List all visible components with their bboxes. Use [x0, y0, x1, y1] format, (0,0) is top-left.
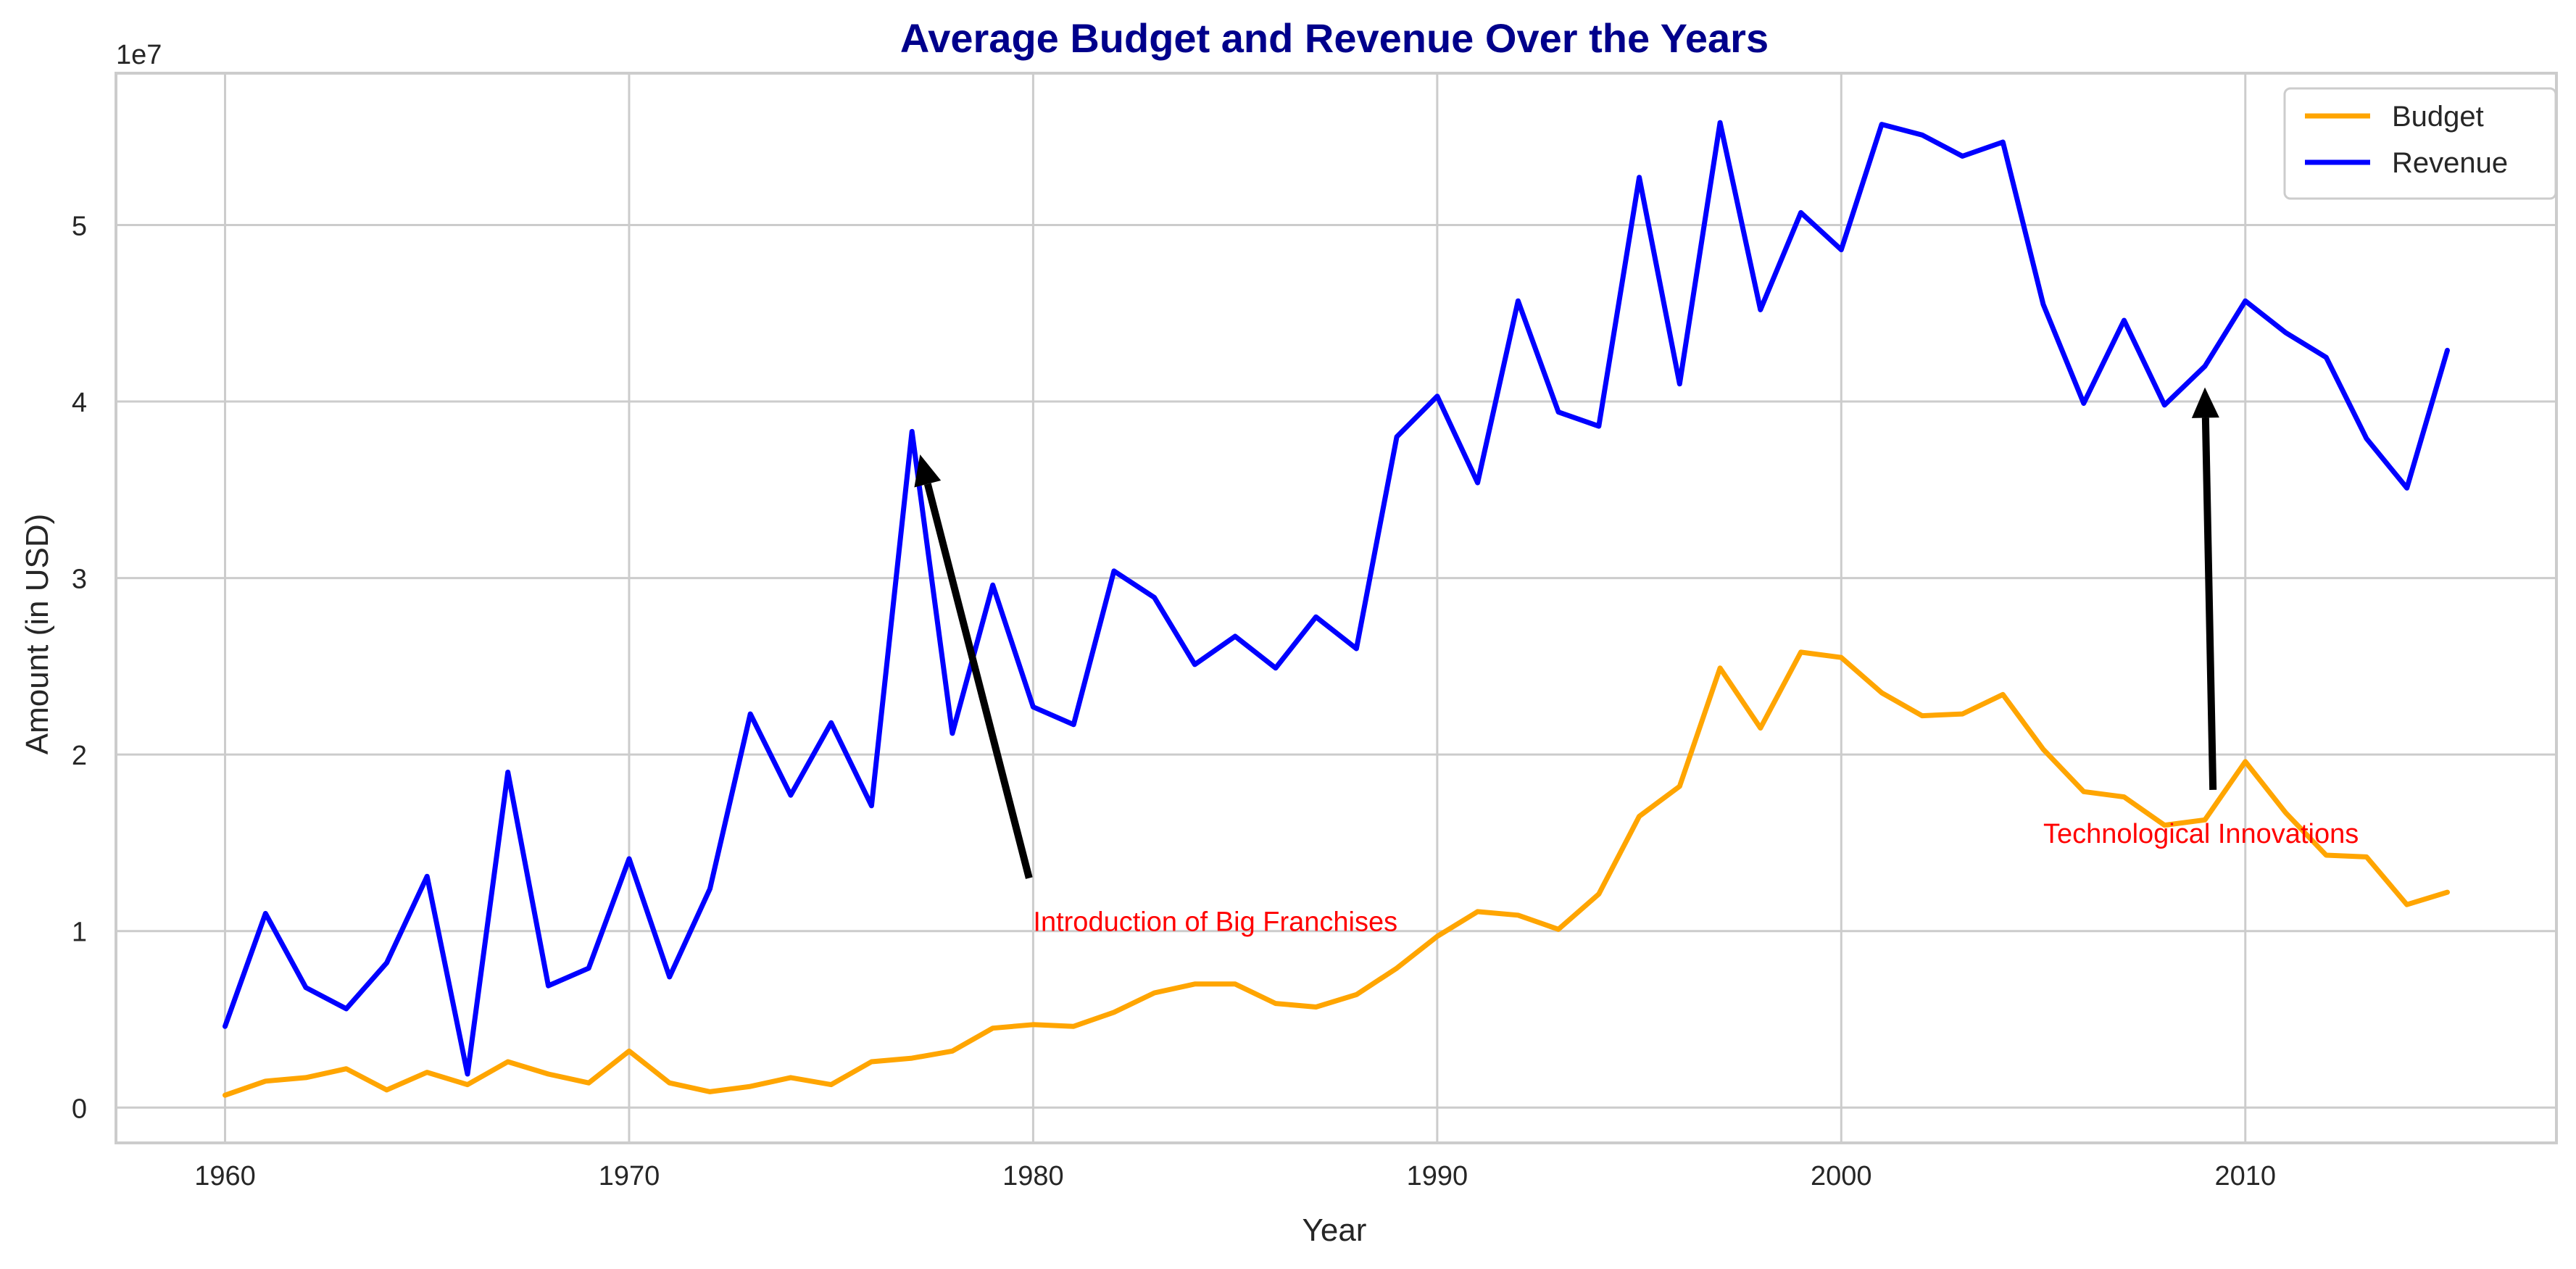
plot-frame [115, 72, 2558, 1144]
annotation-arrow-shaft [923, 483, 1033, 879]
y-axis-label: Amount (in USD) [20, 514, 55, 755]
y-offset-text: 1e7 [116, 40, 162, 70]
x-tick-labels: 1960 1970 1980 1990 2000 2010 [194, 1161, 2276, 1191]
y-tick-label: 3 [72, 565, 87, 595]
y-tick-label: 0 [72, 1094, 87, 1124]
series-line-budget [223, 649, 2450, 1098]
x-tick-label: 1980 [1002, 1161, 1064, 1191]
chart-title: Average Budget and Revenue Over the Year… [900, 15, 1769, 61]
legend: Budget Revenue [2283, 87, 2557, 200]
x-tick-label: 1970 [599, 1161, 660, 1191]
annotation-label: Introduction of Big Franchises [1033, 907, 1397, 938]
annotation-arrow-head [2191, 387, 2219, 418]
x-tick-label: 2010 [2214, 1161, 2276, 1191]
y-tick-label: 1 [72, 918, 87, 948]
x-axis-label: Year [1302, 1212, 1367, 1248]
y-tick-label: 5 [72, 211, 87, 241]
x-tick-label: 2000 [1811, 1161, 1872, 1191]
legend-label-revenue: Revenue [2392, 147, 2508, 179]
y-tick-labels: 0 1 2 3 4 5 [72, 211, 87, 1124]
annotation-arrow-head [914, 454, 942, 488]
series-line-revenue [223, 120, 2450, 1077]
legend-label-budget: Budget [2392, 101, 2484, 133]
y-tick-label: 2 [72, 741, 87, 771]
y-tick-label: 4 [72, 388, 87, 418]
x-tick-label: 1990 [1407, 1161, 1468, 1191]
annotation-arrow-shaft [2201, 417, 2217, 790]
annotation-layer: Introduction of Big Franchises Technologi… [914, 387, 2359, 938]
x-tick-label: 1960 [194, 1161, 256, 1191]
series-layer [223, 120, 2450, 1098]
annotation-label: Technological Innovations [2043, 819, 2359, 849]
grid-lines [116, 73, 2556, 1143]
